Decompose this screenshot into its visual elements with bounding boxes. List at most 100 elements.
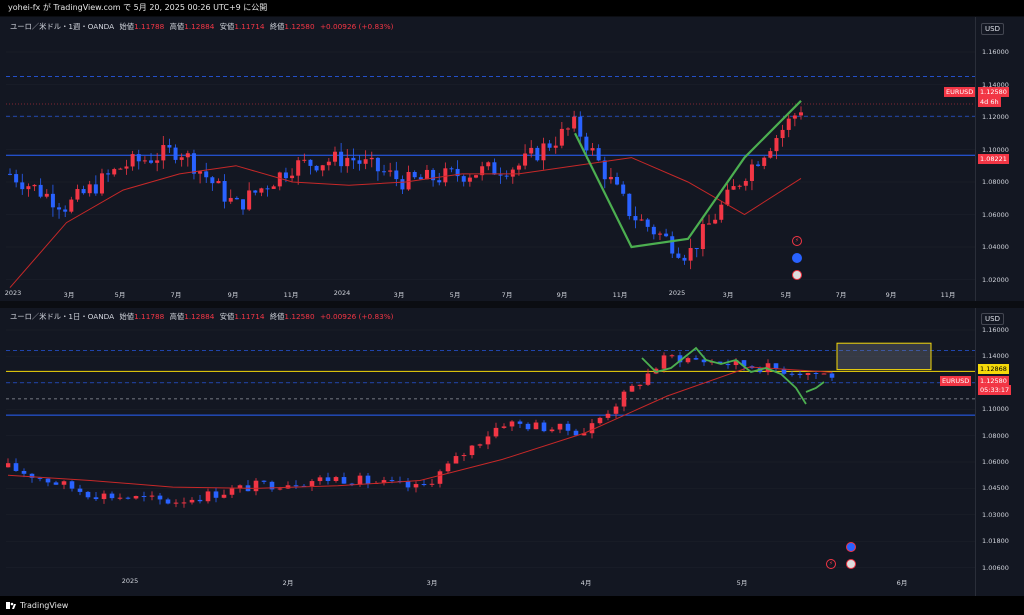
dividend-event-icon[interactable]: ⚡ xyxy=(826,559,836,569)
candle-body xyxy=(173,147,178,160)
weekly-legend: ユーロ／米ドル・1週・OANDA 始値1.11788 高値1.12884 安値1… xyxy=(10,22,394,32)
weekly-plot[interactable] xyxy=(6,17,975,301)
candle-body xyxy=(332,151,337,162)
weekly-x-tick: 9月 xyxy=(885,291,897,299)
weekly-x-tick: 7月 xyxy=(170,291,182,299)
candle-body xyxy=(429,483,435,485)
candle-body xyxy=(437,471,443,484)
candle-body xyxy=(492,162,497,175)
open-value: 1.11788 xyxy=(134,22,165,31)
eu-flag-event-icon[interactable] xyxy=(846,542,856,552)
candle-body xyxy=(302,159,307,161)
candle-body xyxy=(639,219,644,221)
candle-body xyxy=(204,171,209,178)
us-flag-event-icon[interactable] xyxy=(846,559,856,569)
candle-body xyxy=(253,480,259,492)
weekly-x-tick: 11月 xyxy=(283,291,299,299)
candle-body xyxy=(756,164,761,166)
candle-body xyxy=(308,159,313,166)
candle-body xyxy=(198,171,203,174)
candle-body xyxy=(69,481,75,489)
candle-body xyxy=(369,157,374,160)
target-box xyxy=(836,342,932,371)
candle-body xyxy=(437,180,442,183)
candle-body xyxy=(541,422,547,432)
currency-button[interactable]: USD xyxy=(981,23,1004,35)
candle-body xyxy=(682,257,687,261)
candle-body xyxy=(602,160,607,180)
candle-body xyxy=(590,148,595,151)
candle-body xyxy=(118,168,123,170)
candle-body xyxy=(719,204,724,220)
candle-body xyxy=(424,169,429,180)
candle-body xyxy=(349,483,355,485)
candle-body xyxy=(179,157,184,160)
daily-y-tick: 1.08000 xyxy=(982,431,1009,440)
candle-body xyxy=(573,430,579,436)
weekly-x-tick: 7月 xyxy=(501,291,513,299)
candle-body xyxy=(445,463,451,472)
close-label: 終値 xyxy=(269,22,285,31)
candle-body xyxy=(269,481,275,490)
candle-body xyxy=(6,463,11,468)
candle-body xyxy=(535,147,540,161)
candle-body xyxy=(449,168,454,170)
publish-header: yohei-fx が TradingView.com で 5月 20, 2025… xyxy=(0,0,1024,16)
candle-body xyxy=(157,495,163,500)
candle-body xyxy=(293,485,299,487)
candle-body xyxy=(509,421,515,427)
weekly-x-tick: 9月 xyxy=(556,291,568,299)
currency-button[interactable]: USD xyxy=(981,313,1004,325)
weekly-y-tick: 1.08000 xyxy=(982,178,1009,186)
weekly-x-tick: 2023 xyxy=(4,289,22,297)
candle-body xyxy=(400,179,405,190)
candle-body xyxy=(155,160,160,163)
candle-body xyxy=(106,173,111,175)
candle-body xyxy=(277,172,282,187)
candle-body xyxy=(365,475,371,484)
daily-y-tick: 1.14000 xyxy=(982,352,1009,361)
candle-body xyxy=(549,429,555,432)
candle-body xyxy=(13,463,19,471)
candle-body xyxy=(799,112,803,116)
candle-body xyxy=(189,499,195,503)
candle-body xyxy=(461,455,467,457)
candle-body xyxy=(597,417,603,424)
weekly-y-tick: 1.14000 xyxy=(982,80,1009,89)
candle-body xyxy=(173,502,179,504)
candle-body xyxy=(265,188,270,190)
candle-body xyxy=(221,494,227,498)
candle-body xyxy=(805,372,811,375)
price-tag: 1.12580 xyxy=(978,376,1009,386)
candle-body xyxy=(29,473,35,478)
candle-body xyxy=(21,470,27,474)
ma-green-line xyxy=(805,381,825,393)
weekly-x-tick: 2025 xyxy=(668,289,686,297)
panel-divider[interactable] xyxy=(0,301,1024,308)
us-flag-event-icon[interactable] xyxy=(792,270,802,280)
daily-panel[interactable]: ユーロ／米ドル・1日・OANDA 始値1.11788 高値1.12884 安値1… xyxy=(0,308,1024,596)
daily-plot[interactable] xyxy=(6,308,975,596)
candle-body xyxy=(394,170,399,180)
candle-body xyxy=(797,373,803,375)
candle-body xyxy=(57,207,62,210)
weekly-panel[interactable]: ユーロ／米ドル・1週・OANDA 始値1.11788 高値1.12884 安値1… xyxy=(0,17,1024,301)
candle-body xyxy=(375,157,380,172)
candle-body xyxy=(768,151,773,158)
candle-body xyxy=(389,480,395,482)
candle-body xyxy=(517,421,523,424)
weekly-symbol: ユーロ／米ドル・1週・OANDA xyxy=(10,22,115,31)
dividend-event-icon[interactable]: ⚡ xyxy=(792,236,802,246)
daily-price-axis[interactable] xyxy=(975,308,1024,596)
weekly-x-tick: 3月 xyxy=(63,291,75,299)
open-label: 始値 xyxy=(119,312,135,321)
eu-flag-event-icon[interactable] xyxy=(792,253,802,263)
candle-body xyxy=(125,497,131,499)
candle-body xyxy=(69,199,74,212)
candle-body xyxy=(320,165,325,171)
daily-y-tick: 1.16000 xyxy=(982,326,1009,334)
candle-body xyxy=(228,197,233,202)
candle-body xyxy=(185,153,190,158)
candle-body xyxy=(774,138,779,152)
symbol-tag: EURUSD xyxy=(944,87,976,97)
